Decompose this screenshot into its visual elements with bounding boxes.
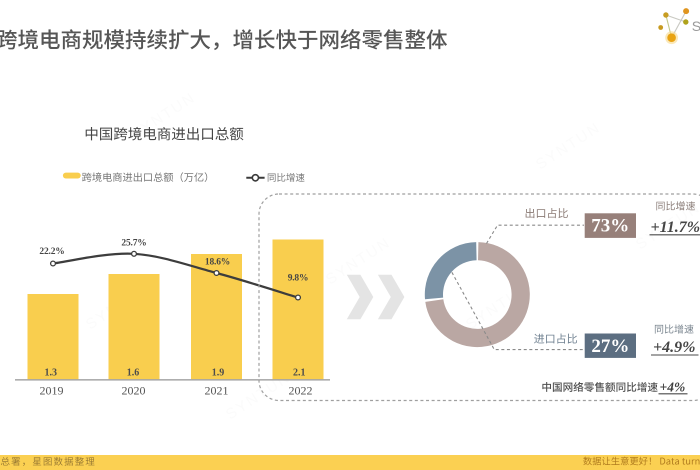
svg-text:18.6%: 18.6% xyxy=(205,257,230,267)
svg-text:22.2%: 22.2% xyxy=(39,247,64,257)
svg-text:27%: 27% xyxy=(591,336,629,357)
svg-text:2019: 2019 xyxy=(40,383,64,397)
svg-text:9.8%: 9.8% xyxy=(288,274,309,284)
svg-text:2.1: 2.1 xyxy=(293,367,306,378)
svg-text:+4.9%: +4.9% xyxy=(653,339,695,356)
svg-text:1.6: 1.6 xyxy=(127,367,140,378)
svg-text:2022: 2022 xyxy=(289,383,313,397)
svg-text:S: S xyxy=(692,18,700,34)
svg-text:25.7%: 25.7% xyxy=(121,238,146,248)
svg-text:+11.7%: +11.7% xyxy=(651,219,700,236)
svg-text:73%: 73% xyxy=(591,215,629,236)
svg-text:1.9: 1.9 xyxy=(212,367,225,378)
svg-text:1.3: 1.3 xyxy=(45,367,58,378)
svg-text:+4%: +4% xyxy=(660,380,686,395)
svg-text:2021: 2021 xyxy=(205,383,229,397)
svg-text:SYNTUN: SYNTUN xyxy=(533,119,604,173)
svg-text:2020: 2020 xyxy=(122,383,146,397)
